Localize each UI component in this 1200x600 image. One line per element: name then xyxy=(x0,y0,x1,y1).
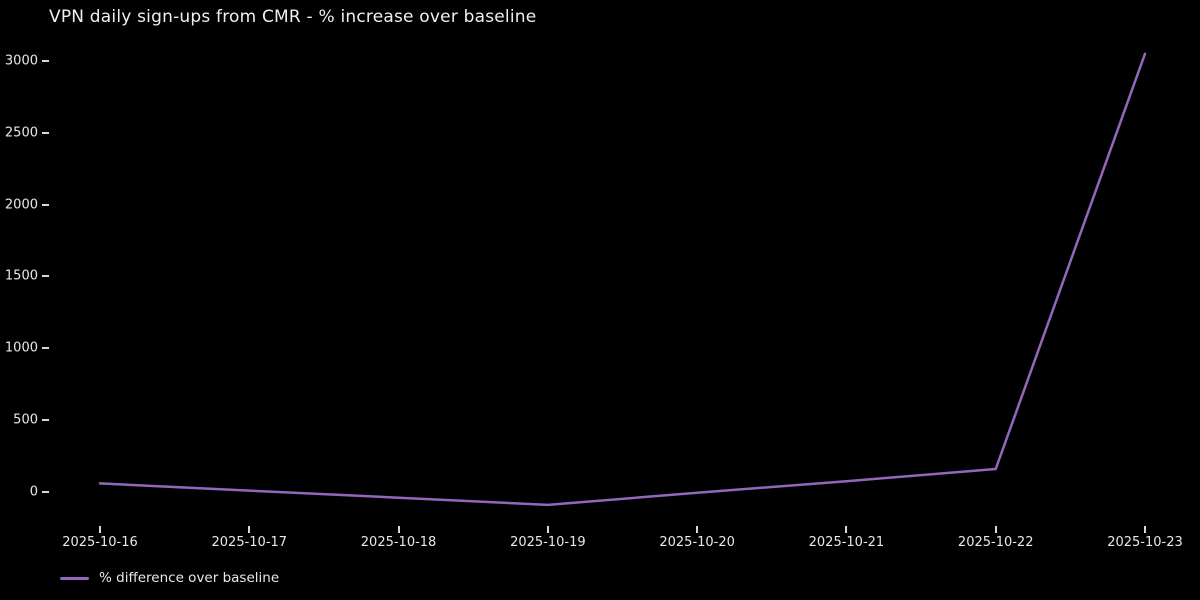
y-tick-mark xyxy=(42,419,49,422)
y-tick-label: 0 xyxy=(29,484,38,500)
legend: % difference over baseline xyxy=(60,570,279,586)
y-tick-label: 1500 xyxy=(4,268,38,284)
y-tick-mark xyxy=(42,275,49,278)
x-tick-mark xyxy=(696,526,699,533)
x-tick-mark xyxy=(994,526,997,533)
x-tick-mark xyxy=(248,526,251,533)
y-tick-label: 2500 xyxy=(4,125,38,141)
y-tick-mark xyxy=(42,491,49,493)
x-tick-label: 2025-10-16 xyxy=(62,535,138,550)
x-tick-label: 2025-10-17 xyxy=(211,535,288,550)
x-tick-mark xyxy=(99,526,101,533)
y-tick-label: 3000 xyxy=(4,53,38,69)
x-tick-label: 2025-10-20 xyxy=(659,535,735,550)
legend-line-swatch xyxy=(60,576,89,580)
x-tick-mark xyxy=(397,526,400,533)
y-tick-mark xyxy=(42,347,49,350)
x-tick-label: 2025-10-18 xyxy=(360,535,437,550)
x-tick-mark xyxy=(845,526,848,533)
y-tick-mark xyxy=(42,203,49,206)
y-tick-mark xyxy=(42,131,49,134)
x-tick-label: 2025-10-21 xyxy=(808,535,885,550)
series-line xyxy=(98,52,1147,507)
legend-label: % difference over baseline xyxy=(99,570,280,586)
chart-title: VPN daily sign-ups from CMR - % increase… xyxy=(49,7,537,27)
y-tick-label: 1000 xyxy=(4,340,38,356)
x-tick-label: 2025-10-23 xyxy=(1107,535,1183,550)
x-tick-label: 2025-10-19 xyxy=(510,535,586,550)
x-tick-mark xyxy=(546,526,549,533)
x-tick-label: 2025-10-22 xyxy=(957,535,1034,550)
y-tick-mark xyxy=(42,59,49,62)
y-tick-label: 2000 xyxy=(4,197,38,213)
x-tick-mark xyxy=(1143,526,1146,533)
y-tick-label: 500 xyxy=(13,412,38,428)
